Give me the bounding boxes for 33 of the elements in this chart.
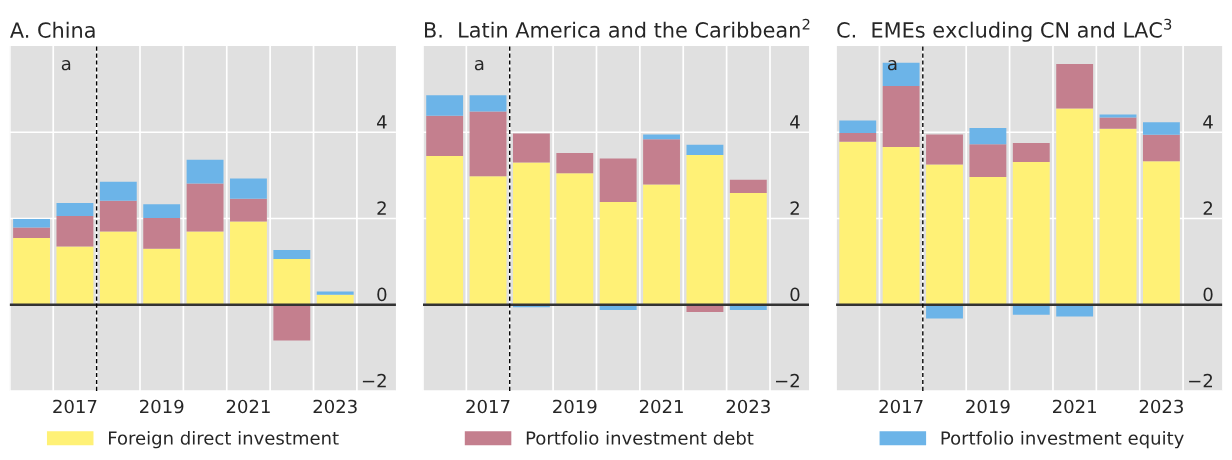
y-tick-label: −2: [776, 373, 799, 388]
chart-title: B. Latin America and the Caribbean$^{2}$: [425, 18, 810, 38]
y-tick-label: −2: [1189, 373, 1212, 388]
legend-label: Portfolio investment equity: [941, 430, 1184, 449]
x-tick-label: 2019: [553, 399, 597, 414]
y-tick-label: 4: [790, 115, 800, 129]
y-tick-label: 0: [1203, 287, 1213, 302]
legend-label: Foreign direct investment: [109, 430, 339, 449]
x-tick-label: 2017: [466, 399, 510, 414]
x-tick-label: 2019: [966, 399, 1010, 414]
chart-title: C. EMEs excluding CN and LAC$^{3}$: [837, 18, 1172, 42]
y-tick-label: 0: [790, 287, 800, 302]
x-tick-label: 2017: [53, 399, 97, 414]
x-tick-label: 2023: [313, 399, 357, 414]
y-tick-label: 2: [1203, 201, 1212, 215]
ref-line-label: a: [61, 59, 71, 71]
x-tick-label: 2019: [140, 399, 184, 414]
x-tick-label: 2021: [1053, 399, 1096, 414]
y-tick-label: 4: [377, 115, 387, 129]
chart-title: A. China: [10, 21, 95, 38]
ref-line-label: a: [888, 59, 897, 71]
legend-label: Portfolio investment debt: [526, 430, 754, 445]
x-tick-label: 2023: [726, 399, 770, 414]
y-tick-label: 4: [1203, 115, 1213, 129]
y-tick-label: 2: [377, 201, 386, 215]
y-tick-label: −2: [362, 373, 386, 388]
ref-line-label: a: [474, 59, 484, 71]
y-tick-label: 0: [377, 287, 387, 302]
y-tick-label: 2: [790, 201, 799, 215]
x-tick-label: 2021: [639, 399, 683, 414]
x-tick-label: 2017: [879, 399, 923, 414]
x-tick-label: 2021: [226, 399, 270, 414]
x-tick-label: 2023: [1139, 399, 1183, 414]
